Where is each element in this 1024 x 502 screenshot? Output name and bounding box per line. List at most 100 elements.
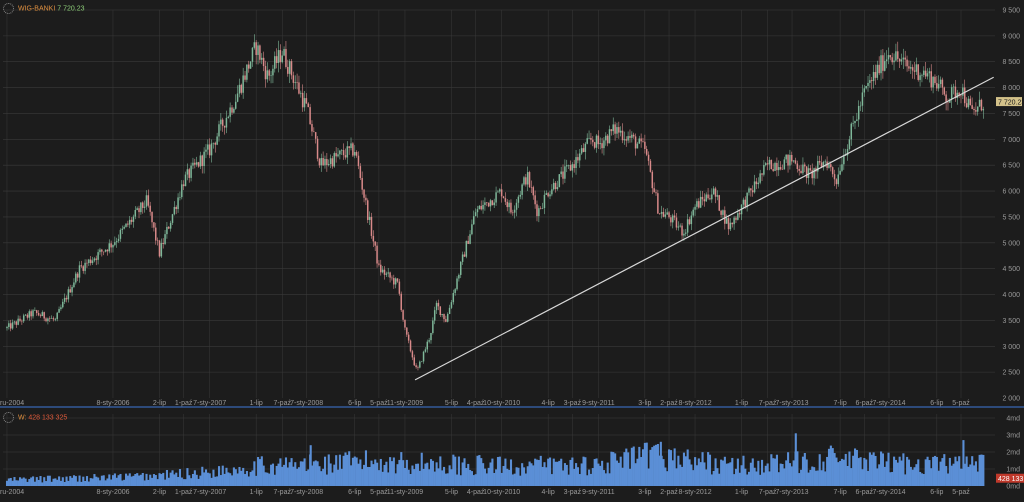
candle-body [49,318,51,320]
volume-bar [783,468,786,486]
volume-bar [861,469,864,486]
candle-body [41,312,44,317]
volume-bar [922,474,925,486]
volume-bar [662,459,665,486]
volume-bar [829,445,832,486]
candle-body [132,216,135,222]
candle-body [117,238,120,242]
candle-body [318,158,321,166]
volume-bar [887,452,890,486]
candle-body [437,302,440,307]
volume-bar [487,467,490,486]
volume-bar [143,480,146,486]
volume-bar [67,480,70,486]
candle-body [413,357,416,366]
volume-bar [402,460,405,486]
last-volume-label-box [996,473,1024,483]
volume-x-axis-label: 5-paź [952,489,970,496]
volume-bar [627,452,630,486]
volume-x-axis-label: 7-sty-2007 [193,489,226,496]
volume-bar [121,480,124,486]
volume-bar [601,460,604,486]
price-y-tick-label: 3 000 [1002,344,1020,351]
volume-bar [740,465,743,486]
volume-bar [478,455,481,486]
crosshair-icon[interactable] [3,3,14,14]
candle-body [197,162,200,167]
candle-body [458,274,460,279]
volume-bar [429,459,433,486]
candle-body [420,361,423,363]
candle-body [47,318,49,322]
candle-body [104,249,107,252]
candle-body [733,217,735,225]
volume-bar [199,475,202,486]
volume-bar [718,473,721,486]
volume-bar [357,463,360,486]
volume-x-axis-label: 5-lip [445,489,458,496]
candle-body [130,219,133,222]
candle-body [971,105,973,109]
candle-body [305,98,308,104]
volume-bar [253,461,256,486]
volume-bar [203,472,206,486]
volume-x-axis-label: 11-sty-2009 [387,489,424,496]
volume-bar [45,481,48,486]
volume-bar [195,474,198,486]
price-x-axis-label: 6-paź [856,400,874,407]
volume-bar [610,451,613,486]
candle-body [530,187,533,188]
candle-body [874,72,877,78]
candle-body [824,161,826,163]
candle-body [584,143,587,152]
crosshair-icon[interactable] [3,412,14,423]
volume-bar [201,466,204,486]
volume-bar [727,463,730,486]
candle-body [367,200,369,220]
volume-bar [364,450,368,486]
volume-bar [900,460,903,486]
candle-body [182,184,185,187]
candle-body [484,202,486,205]
volume-bar [338,454,341,486]
candle-body [365,197,367,201]
candle-body [140,202,142,213]
volume-bar [80,481,83,486]
candle-body [194,162,196,165]
volume-bar [753,467,756,486]
candle-body [980,99,983,111]
volume-bar [247,476,250,486]
candle-body [817,161,819,172]
volume-bar [653,445,656,486]
volume-bar [868,452,871,486]
volume-bar [177,476,180,486]
volume-bar [515,467,518,486]
candle-body [515,202,518,210]
volume-bar [824,471,827,486]
volume-bar [742,455,745,486]
volume-bar [695,465,699,486]
candle-body [727,218,730,230]
candle-body [960,95,962,97]
volume-bar [431,460,434,486]
candle-body [913,70,916,72]
candle-body [145,195,148,207]
volume-bar [761,459,764,486]
candle-body [45,318,47,322]
candle-body [755,181,758,185]
volume-bar [214,476,217,486]
candle-body [218,124,220,137]
candle-body [175,206,177,210]
volume-bar [537,460,540,486]
candle-body [179,197,181,198]
volume-bar [119,473,122,486]
candle-body [839,170,841,175]
candle-body [261,57,263,60]
candle-body [642,141,644,142]
candle-body [499,189,501,192]
volume-bar [296,468,299,486]
price-y-tick-label: 9 500 [1002,8,1020,15]
candle-body [718,195,720,211]
volume-bar [906,456,909,486]
